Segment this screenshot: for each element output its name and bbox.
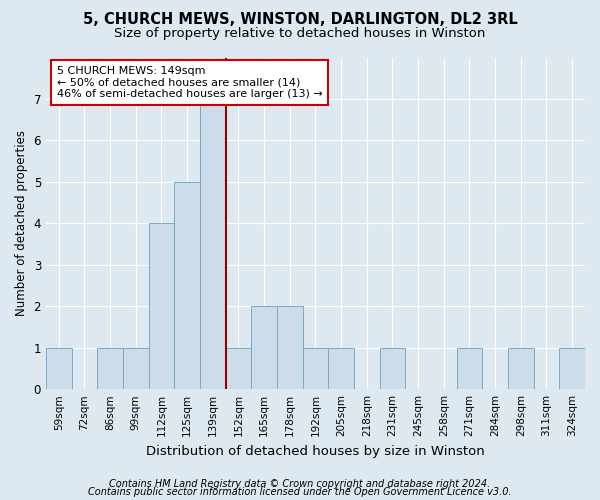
X-axis label: Distribution of detached houses by size in Winston: Distribution of detached houses by size … [146,444,485,458]
Bar [97,348,123,389]
Bar [457,348,482,389]
Text: Size of property relative to detached houses in Winston: Size of property relative to detached ho… [115,28,485,40]
Bar [174,182,200,389]
Bar [46,348,71,389]
Bar [200,99,226,389]
Bar [508,348,533,389]
Text: 5, CHURCH MEWS, WINSTON, DARLINGTON, DL2 3RL: 5, CHURCH MEWS, WINSTON, DARLINGTON, DL2… [83,12,517,28]
Bar [328,348,354,389]
Y-axis label: Number of detached properties: Number of detached properties [15,130,28,316]
Bar [559,348,585,389]
Bar [380,348,406,389]
Text: Contains public sector information licensed under the Open Government Licence v3: Contains public sector information licen… [88,487,512,497]
Bar [277,306,302,389]
Bar [251,306,277,389]
Bar [302,348,328,389]
Bar [149,224,174,389]
Bar [123,348,149,389]
Text: Contains HM Land Registry data © Crown copyright and database right 2024.: Contains HM Land Registry data © Crown c… [109,479,491,489]
Text: 5 CHURCH MEWS: 149sqm
← 50% of detached houses are smaller (14)
46% of semi-deta: 5 CHURCH MEWS: 149sqm ← 50% of detached … [56,66,322,99]
Bar [226,348,251,389]
